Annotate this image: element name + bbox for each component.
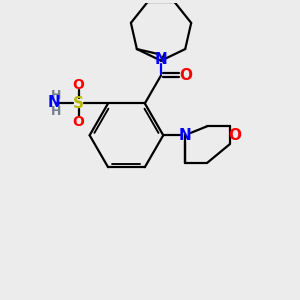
Text: H: H (51, 89, 61, 102)
Text: O: O (228, 128, 241, 143)
Text: N: N (155, 52, 167, 67)
Text: O: O (73, 115, 85, 129)
Text: H: H (51, 105, 61, 118)
Text: N: N (179, 128, 192, 143)
Text: O: O (73, 78, 85, 92)
Text: S: S (73, 96, 84, 111)
Text: O: O (180, 68, 193, 83)
Text: N: N (47, 95, 60, 110)
